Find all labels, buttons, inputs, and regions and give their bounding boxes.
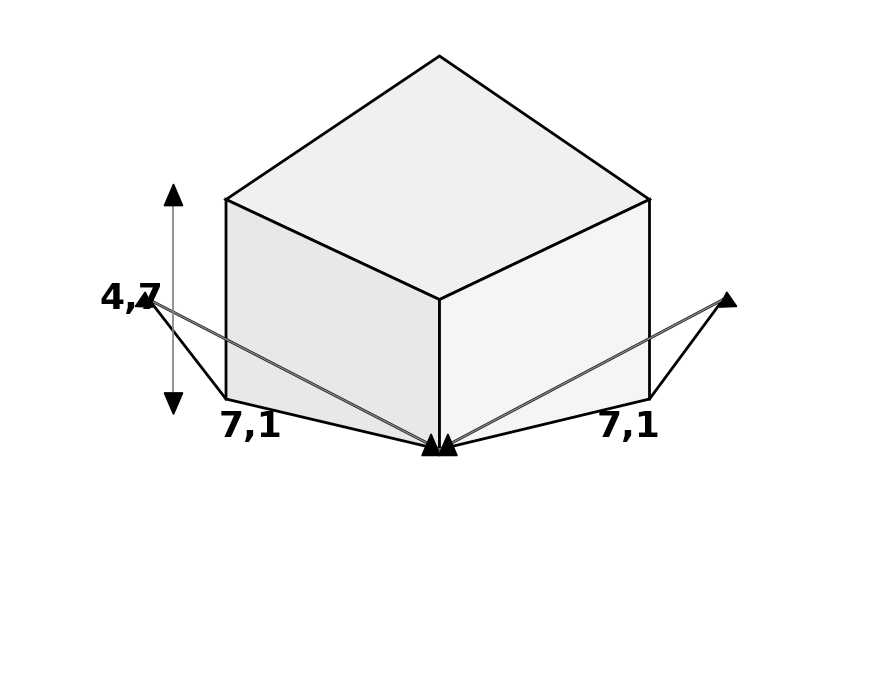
Polygon shape	[421, 434, 440, 456]
Text: 4,7: 4,7	[99, 282, 163, 316]
Polygon shape	[438, 434, 457, 456]
Polygon shape	[226, 56, 649, 300]
Polygon shape	[135, 292, 153, 307]
Text: 7,1: 7,1	[596, 410, 659, 444]
Polygon shape	[718, 292, 736, 307]
Polygon shape	[164, 393, 183, 414]
Polygon shape	[439, 199, 649, 449]
Text: 7,1: 7,1	[219, 410, 282, 444]
Polygon shape	[164, 184, 183, 206]
Polygon shape	[226, 199, 439, 449]
